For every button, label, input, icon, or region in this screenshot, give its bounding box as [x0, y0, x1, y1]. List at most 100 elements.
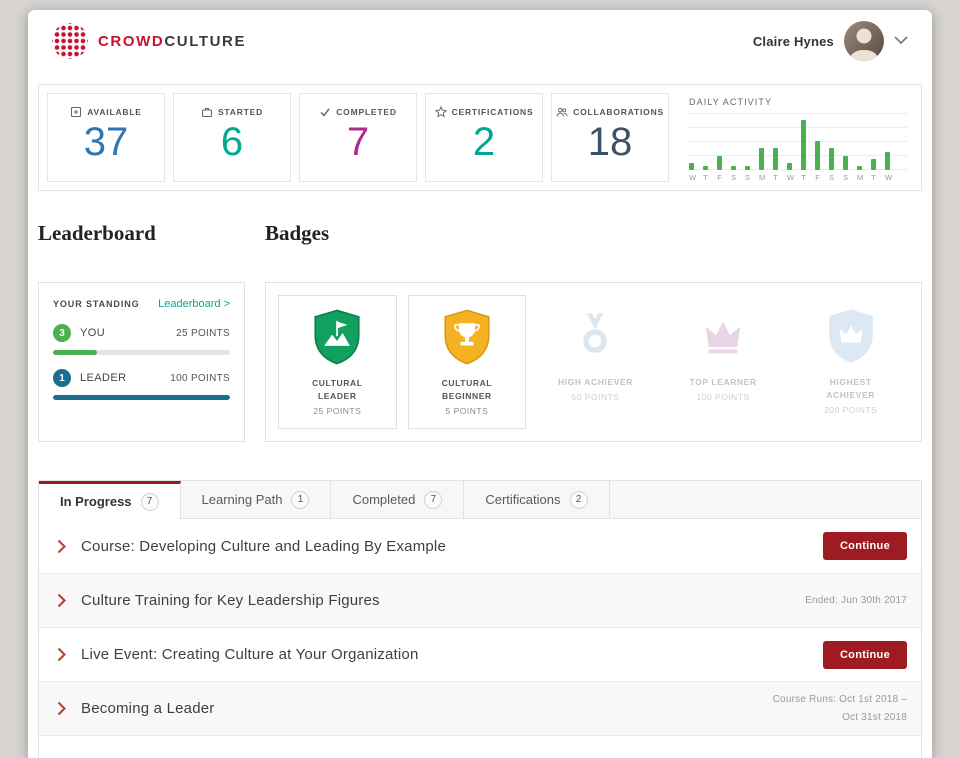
- activity-day-label: S: [843, 173, 849, 182]
- badge-cultural-beginner: CULTURAL BEGINNER 5 POINTS: [407, 295, 527, 429]
- course-list: Course: Developing Culture and Leading B…: [38, 519, 922, 758]
- crowdculture-logo[interactable]: CROWDCULTURE: [52, 23, 246, 59]
- activity-day-label: S: [829, 173, 835, 182]
- badge-points: 25 POINTS: [313, 406, 362, 417]
- badge-points: 5 POINTS: [445, 406, 489, 417]
- chevron-down-icon[interactable]: [894, 32, 908, 50]
- progress-fill-leader: [53, 395, 230, 400]
- tab-count-badge: 7: [424, 490, 443, 509]
- stat-label: COLLABORATIONS: [556, 106, 664, 118]
- activity-day-label: T: [773, 173, 778, 182]
- medal-icon: [541, 305, 650, 367]
- rank-badge-leader: 1: [53, 369, 71, 387]
- brand-wordmark: CROWDCULTURE: [98, 33, 246, 50]
- stat-value-started: 6: [220, 120, 244, 164]
- stat-tile-certifications: CERTIFICATIONS 2: [425, 93, 543, 182]
- tab-label: In Progress: [60, 494, 132, 509]
- activity-day-label: W: [787, 173, 795, 182]
- continue-button[interactable]: Continue: [822, 532, 907, 560]
- expand-chevron-icon[interactable]: [57, 647, 66, 662]
- tab-label: Certifications: [485, 492, 561, 507]
- progress-track-leader: [53, 395, 230, 400]
- badge-title: HIGH ACHIEVER: [557, 377, 633, 387]
- stat-label: STARTED: [178, 106, 286, 118]
- activity-bar: [703, 166, 708, 170]
- course-title: Culture Training for Key Leadership Figu…: [81, 592, 380, 609]
- activity-day-label: M: [759, 173, 766, 182]
- your-standing-label: YOUR STANDING: [53, 299, 140, 309]
- badge-high-achiever: HIGH ACHIEVER 50 POINTS: [537, 295, 654, 429]
- cards-row: YOUR STANDING Leaderboard > 3 YOU 25 POI…: [28, 282, 932, 442]
- leaderboard-row-leader: 1 LEADER 100 POINTS: [53, 369, 230, 387]
- tab-label: Learning Path: [201, 492, 283, 507]
- completed-check-icon: [320, 108, 330, 117]
- stat-label-text: AVAILABLE: [87, 107, 142, 117]
- badge-points: 100 POINTS: [696, 392, 750, 403]
- top-header: CROWDCULTURE Claire Hynes: [28, 10, 932, 72]
- user-menu[interactable]: Claire Hynes: [753, 21, 908, 61]
- activity-bar: [787, 163, 792, 170]
- stat-value-certifications: 2: [472, 120, 496, 164]
- expand-chevron-icon[interactable]: [57, 539, 66, 554]
- user-name: Claire Hynes: [752, 33, 834, 49]
- continue-button[interactable]: Continue: [822, 640, 907, 669]
- crown-icon: [669, 305, 778, 367]
- leaderboard-points: 100 POINTS: [170, 372, 230, 384]
- dashboard-page: CROWDCULTURE Claire Hynes AVAILABLE 37 S…: [28, 10, 932, 758]
- course-row-partial[interactable]: [39, 735, 921, 758]
- course-row-3[interactable]: Live Event: Creating Culture at Your Org…: [39, 627, 921, 681]
- stat-tile-started: STARTED 6: [173, 93, 291, 182]
- expand-chevron-icon[interactable]: [57, 593, 66, 608]
- logo-dots-icon: [52, 23, 88, 59]
- course-row-4[interactable]: Becoming a Leader Course Runs: Oct 1st 2…: [39, 681, 921, 735]
- tab-learning-path[interactable]: Learning Path 1: [181, 481, 332, 518]
- leaderboard-name: LEADER: [80, 372, 127, 384]
- crown-shield-icon: [796, 305, 905, 367]
- stat-tile-available: AVAILABLE 37: [47, 93, 165, 182]
- activity-day-label: F: [815, 173, 820, 182]
- stat-value-available: 37: [83, 120, 129, 164]
- daily-activity-title: DAILY ACTIVITY: [689, 97, 773, 107]
- available-icon: [71, 106, 82, 118]
- brand-word-culture: CULTURE: [164, 32, 247, 50]
- activity-bar: [717, 156, 722, 170]
- activity-bar: [829, 148, 834, 170]
- badge-title: CULTURAL BEGINNER: [441, 378, 493, 402]
- stat-label: COMPLETED: [304, 106, 412, 118]
- course-meta: Ended: Jun 30th 2017: [805, 594, 907, 606]
- badge-title: CULTURAL LEADER: [312, 378, 363, 402]
- star-icon: [434, 106, 447, 118]
- leaderboard-card: YOUR STANDING Leaderboard > 3 YOU 25 POI…: [38, 282, 245, 442]
- course-tabs: In Progress 7 Learning Path 1 Completed …: [38, 480, 922, 519]
- trophy-shield-icon: [413, 306, 522, 368]
- activity-bar: [815, 141, 820, 170]
- activity-bar: [759, 148, 764, 170]
- tab-completed[interactable]: Completed 7: [331, 481, 465, 518]
- leaderboard-heading: Leaderboard: [38, 221, 156, 245]
- badge-title: TOP LEARNER: [689, 377, 757, 387]
- tab-count-badge: 7: [140, 492, 159, 511]
- stat-tile-completed: COMPLETED 7: [299, 93, 417, 182]
- activity-day-label: S: [731, 173, 737, 182]
- expand-chevron-icon[interactable]: [57, 701, 66, 716]
- badge-points: 200 POINTS: [824, 405, 878, 416]
- tab-in-progress[interactable]: In Progress 7: [39, 481, 181, 519]
- stat-tile-collaborations: COLLABORATIONS 18: [551, 93, 669, 182]
- activity-day-label: T: [703, 173, 708, 182]
- activity-day-label: W: [885, 173, 893, 182]
- course-row-2[interactable]: Culture Training for Key Leadership Figu…: [39, 573, 921, 627]
- started-icon: [201, 108, 212, 118]
- people-icon: [556, 107, 568, 117]
- tab-certifications[interactable]: Certifications 2: [464, 481, 610, 518]
- activity-day-label: T: [871, 173, 876, 182]
- course-row-1[interactable]: Course: Developing Culture and Leading B…: [39, 519, 921, 573]
- course-title: Course: Developing Culture and Leading B…: [81, 537, 447, 555]
- leaderboard-link[interactable]: Leaderboard >: [158, 298, 230, 310]
- course-meta-line2: Oct 31st 2018: [842, 711, 907, 723]
- stat-label: CERTIFICATIONS: [430, 106, 538, 118]
- activity-bar: [885, 152, 890, 170]
- badge-highest-achiever: HIGHEST ACHIEVER 200 POINTS: [792, 295, 909, 429]
- leaderboard-row-you: 3 YOU 25 POINTS: [53, 324, 230, 342]
- activity-bar: [857, 166, 862, 170]
